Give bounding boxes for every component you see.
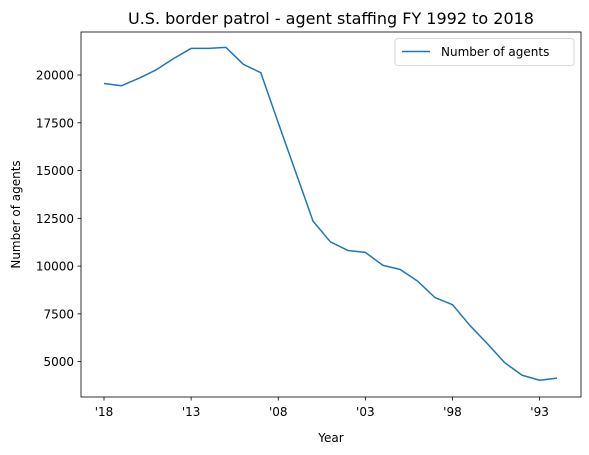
legend: Number of agents xyxy=(394,38,575,66)
x-axis-title: Year xyxy=(317,431,343,445)
x-tick-label: '98 xyxy=(443,405,462,419)
series-line-0 xyxy=(103,46,558,381)
y-tick-label: 5000 xyxy=(43,355,74,369)
y-tick-label: 15000 xyxy=(36,164,74,178)
y-tick-label: 7500 xyxy=(43,307,74,321)
legend-box xyxy=(394,38,575,66)
x-tick-label: '18 xyxy=(95,405,114,419)
x-tick-label: '08 xyxy=(269,405,288,419)
y-tick-label: 17500 xyxy=(36,116,74,130)
y-tick-label: 12500 xyxy=(36,212,74,226)
y-axis: 5000 7500 10000 12500 15000 17500 20000 xyxy=(36,68,81,369)
x-tick-label: '03 xyxy=(356,405,375,419)
x-tick-label: '13 xyxy=(182,405,201,419)
x-axis: '18 '13 '08 '03 '98 '93 xyxy=(95,397,549,419)
y-tick-label: 10000 xyxy=(36,260,74,274)
x-tick-label: '93 xyxy=(530,405,549,419)
series-lines xyxy=(103,46,558,381)
y-tick-label: 20000 xyxy=(36,68,74,82)
legend-label: Number of agents xyxy=(441,45,549,59)
chart-title: U.S. border patrol - agent staffing FY 1… xyxy=(128,9,534,28)
y-axis-title: Number of agents xyxy=(9,160,23,268)
plot-frame xyxy=(80,31,582,398)
